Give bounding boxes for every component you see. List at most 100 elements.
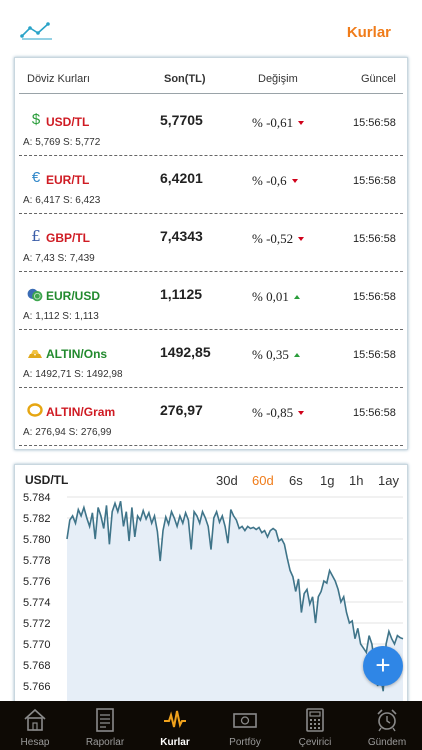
price-chart[interactable]: 5.784 5.782 5.780 5.778 5.776 5.774 5.772 5.770… (15, 491, 408, 704)
last-price: 6,4201 (160, 170, 203, 186)
pound-icon: £ (31, 227, 41, 245)
last-price: 5,7705 (160, 112, 203, 128)
currency-name: USD/TL (46, 115, 90, 129)
bid-ask: A: 7,43 S: 7,439 (23, 253, 95, 264)
tab-label: Çevirici (298, 737, 332, 748)
change-value: % 0,01 (252, 289, 300, 305)
series-area (67, 501, 403, 703)
change-value: % -0,61 (252, 115, 305, 131)
top-bar: Kurlar (0, 0, 422, 56)
change-value: % 0,35 (252, 347, 300, 363)
tab-raporlar[interactable]: Raporlar (70, 701, 140, 750)
home-icon (24, 708, 46, 731)
range-6s[interactable]: 6s (289, 473, 303, 488)
y-tick-label: 5.778 (23, 555, 51, 567)
row-divider (19, 387, 403, 388)
y-tick-label: 5.770 (23, 639, 51, 651)
last-price: 1492,85 (160, 344, 211, 360)
tab-label: Gündem (367, 737, 407, 748)
y-tick-label: 5.784 (23, 492, 51, 504)
change-value: % -0,6 (252, 173, 298, 189)
report-icon (96, 708, 114, 732)
tab-gundem[interactable]: Gündem (352, 701, 422, 750)
table-row[interactable]: ALTIN/Ons 1492,85 % 0,35 15:56:58 A: 149… (15, 330, 407, 388)
change-value: % -0,52 (252, 231, 305, 247)
update-time: 15:56:58 (353, 291, 396, 303)
column-header-currency: Döviz Kurları (27, 73, 90, 85)
tab-hesap[interactable]: Hesap (0, 701, 70, 750)
currency-name: GBP/TL (46, 231, 90, 245)
tab-label: Raporlar (85, 737, 125, 748)
bid-ask: A: 1492,71 S: 1492,98 (23, 369, 123, 380)
euro-icon: € (31, 169, 41, 186)
update-time: 15:56:58 (353, 175, 396, 187)
tab-label: Kurlar (160, 737, 190, 748)
y-tick-label: 5.780 (23, 534, 51, 546)
up-arrow-icon (293, 353, 300, 357)
range-1h[interactable]: 1h (349, 473, 364, 488)
range-1ay[interactable]: 1ay (378, 473, 399, 488)
gold-bars-icon (28, 350, 42, 358)
currency-name: EUR/USD (46, 289, 101, 303)
column-header-updated: Güncel (361, 73, 396, 85)
update-time: 15:56:58 (353, 117, 396, 129)
range-1g[interactable]: 1g (320, 473, 335, 488)
range-30d[interactable]: 30d (216, 473, 238, 488)
tab-cevirici[interactable]: Çevirici (280, 701, 350, 750)
y-tick-label: 5.774 (23, 597, 51, 609)
update-time: 15:56:58 (353, 349, 396, 361)
money-icon (233, 713, 257, 728)
row-divider (19, 271, 403, 272)
range-60d[interactable]: 60d (252, 473, 274, 488)
series-line (66, 500, 404, 692)
y-tick-label: 5.776 (23, 576, 51, 588)
down-arrow-icon (291, 179, 298, 183)
tab-label: Portföy (229, 737, 261, 748)
tab-portfoy[interactable]: Portföy (210, 701, 280, 750)
bid-ask: A: 1,112 S: 1,113 (23, 311, 99, 322)
y-tick-label: 5.782 (23, 513, 51, 525)
last-price: 7,4343 (160, 228, 203, 244)
add-button[interactable]: + (363, 646, 403, 686)
table-row[interactable]: ALTIN/Gram 276,97 % -0,85 15:56:58 A: 27… (15, 388, 407, 446)
tab-kurlar[interactable]: Kurlar (140, 701, 210, 750)
coins-icon (27, 288, 43, 302)
page-title: Kurlar (346, 24, 391, 41)
tab-label: Hesap (20, 737, 50, 748)
calculator-icon (306, 708, 324, 732)
row-divider (19, 445, 403, 446)
currency-name: ALTIN/Gram (46, 405, 116, 419)
bid-ask: A: 276,94 S: 276,99 (23, 427, 112, 438)
row-divider (19, 213, 403, 214)
row-divider (19, 155, 403, 156)
header-divider (19, 93, 403, 94)
tab-bar: Hesap Raporlar Kurlar Portföy (0, 701, 422, 750)
chart-card: USD/TL 30d 60d 6s 1g 1h 1ay 5.784 5.782 5.… (14, 464, 408, 704)
chart-title: USD/TL (25, 473, 69, 487)
change-value: % -0,85 (252, 405, 305, 421)
table-row[interactable]: £ GBP/TL 7,4343 % -0,52 15:56:58 A: 7,43… (15, 214, 407, 272)
down-arrow-icon (298, 411, 305, 415)
table-row[interactable]: € EUR/TL 6,4201 % -0,6 15:56:58 A: 6,417… (15, 156, 407, 214)
row-divider (19, 329, 403, 330)
y-tick-label: 5.772 (23, 618, 51, 630)
currency-name: ALTIN/Ons (46, 347, 108, 361)
bid-ask: A: 6,417 S: 6,423 (23, 195, 101, 206)
bid-ask: A: 5,769 S: 5,772 (23, 137, 101, 148)
last-price: 276,97 (160, 402, 203, 418)
gold-ring-icon (27, 403, 43, 417)
column-header-change: Değişim (258, 73, 298, 85)
table-row[interactable]: $ USD/TL 5,7705 % -0,61 15:56:58 A: 5,76… (15, 98, 407, 156)
down-arrow-icon (298, 121, 305, 125)
y-tick-label: 5.766 (23, 681, 51, 693)
pulse-icon (164, 710, 186, 728)
update-time: 15:56:58 (353, 407, 396, 419)
last-price: 1,1125 (160, 286, 203, 302)
table-row[interactable]: EUR/USD 1,1125 % 0,01 15:56:58 A: 1,112 … (15, 272, 407, 330)
up-arrow-icon (293, 295, 300, 299)
dollar-icon: $ (31, 111, 41, 128)
alarm-clock-icon (377, 709, 397, 732)
table-header: Döviz Kurları Son(TL) Değişim Güncel (15, 58, 407, 94)
line-chart-icon[interactable] (20, 20, 54, 40)
rates-table: Döviz Kurları Son(TL) Değişim Güncel $ U… (14, 57, 408, 450)
